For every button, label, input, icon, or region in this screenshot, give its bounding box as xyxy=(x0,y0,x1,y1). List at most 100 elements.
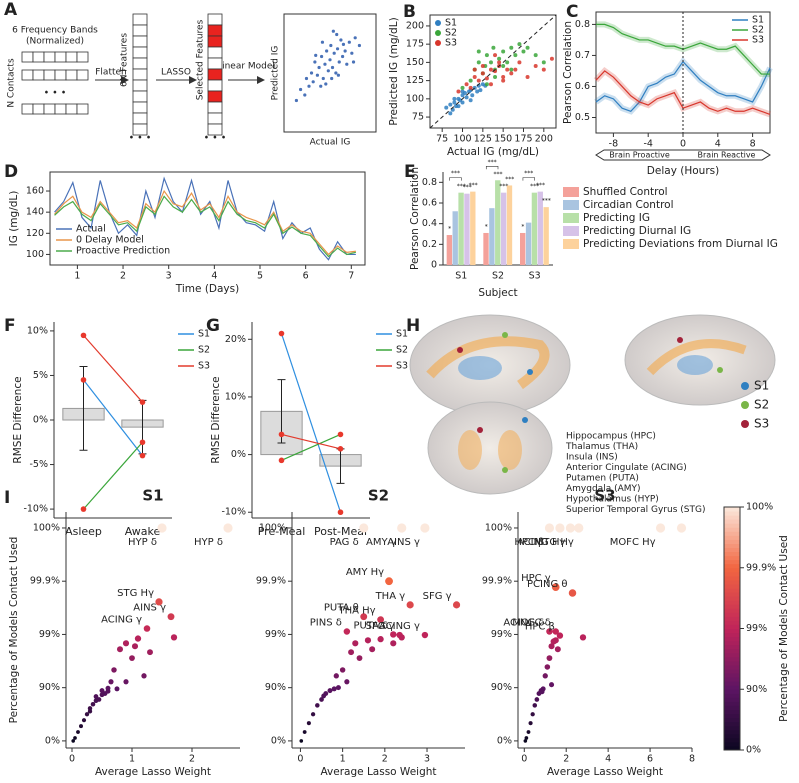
panel-a: A 6 Frequency Bands (Normalized) N Conta… xyxy=(4,0,377,148)
scatter-point xyxy=(464,95,469,100)
y-tick-label: 200 xyxy=(406,20,424,31)
contact-point xyxy=(90,701,96,707)
significance: *** xyxy=(536,182,545,189)
diagram-cell xyxy=(132,35,148,48)
colorbar-segment xyxy=(724,555,740,561)
colorbar-segment xyxy=(724,543,740,548)
point-label: SFG γ xyxy=(366,621,395,632)
scatter-point xyxy=(326,69,330,73)
contact-point xyxy=(99,692,105,698)
x-tick-label: -4 xyxy=(643,139,652,150)
point-label: HPC β xyxy=(525,622,555,633)
point-marker xyxy=(337,446,344,452)
point-marker xyxy=(278,330,285,337)
scatter-point xyxy=(330,65,335,70)
panel-letter: A xyxy=(4,0,18,20)
annotation: Brain Proactive xyxy=(609,151,670,160)
contact-point xyxy=(343,628,351,635)
scatter-point xyxy=(329,43,333,48)
diagram-cell xyxy=(76,103,89,115)
diagram-cell xyxy=(21,69,34,81)
diagram-cell xyxy=(207,112,223,125)
colorbar-segment xyxy=(724,729,740,735)
y-axis-label: IG (mg/dL) xyxy=(8,191,20,247)
point-marker xyxy=(80,506,87,512)
brain-contact xyxy=(717,367,723,373)
colorbar-segment xyxy=(724,697,740,702)
point-label: AMY γ xyxy=(366,537,397,548)
colorbar-segment xyxy=(724,689,740,694)
brain-contact xyxy=(477,427,483,433)
scatter-point xyxy=(478,88,483,93)
colorbar-segment xyxy=(724,664,740,670)
scatter-point xyxy=(472,67,477,72)
scatter-point xyxy=(472,74,477,79)
x-tick-label: -8 xyxy=(609,139,618,150)
scatter-point xyxy=(341,42,346,47)
scatter-point xyxy=(513,67,518,72)
ellipsis: • • • xyxy=(129,133,152,144)
comparison-bracket xyxy=(485,165,499,170)
bands-subtitle: (Normalized) xyxy=(26,37,84,47)
scatter-point xyxy=(541,60,546,65)
contact-point xyxy=(377,616,385,624)
point-label: MTG Hγ xyxy=(535,537,574,548)
colorbar-segment xyxy=(724,507,740,512)
colorbar-tick-label: 99.9% xyxy=(746,562,776,573)
diagram-cell xyxy=(207,13,223,26)
colorbar-segment xyxy=(724,677,740,682)
contact-point xyxy=(524,736,529,740)
colorbar-segment xyxy=(724,733,740,739)
colorbar-segment xyxy=(724,685,740,690)
contact-point xyxy=(549,682,555,688)
scatter-point xyxy=(304,76,309,81)
scatter-point xyxy=(501,74,506,79)
point-label: THA γ xyxy=(375,591,406,602)
legend-label: 0 Delay Model xyxy=(76,235,144,246)
contact-point xyxy=(544,523,555,533)
x-tick-label: S2 xyxy=(492,271,504,282)
legend-label: S1 xyxy=(445,18,457,29)
x-axis-label: Average Lasso Weight xyxy=(547,766,663,778)
bar xyxy=(452,211,458,265)
colorbar-segment xyxy=(724,725,740,731)
contact-point xyxy=(73,736,77,740)
y-tick-label: 140 xyxy=(26,207,44,218)
diagram-cell xyxy=(65,69,78,81)
contact-point xyxy=(335,685,341,691)
scatter-point xyxy=(517,60,522,65)
arrow-shape xyxy=(683,149,771,161)
contact-point xyxy=(377,636,384,643)
diagram-cell xyxy=(132,68,148,81)
colorbar-label: Percentage of Models Contact Used xyxy=(778,535,790,722)
contact-point xyxy=(369,646,376,653)
scatter-point xyxy=(353,36,357,40)
legend-label: S3 xyxy=(396,361,408,372)
scatter-point xyxy=(541,67,546,72)
diagram-cell xyxy=(207,101,223,114)
colorbar-segment xyxy=(724,563,740,569)
contact-point xyxy=(532,703,538,708)
legend-swatch xyxy=(563,200,579,210)
contact-point xyxy=(452,601,461,609)
contact-point xyxy=(555,523,565,533)
contact-point xyxy=(546,655,553,661)
contact-point xyxy=(71,739,75,743)
y-tick-label: 99% xyxy=(265,629,286,640)
contact-point xyxy=(348,649,355,656)
point-marker xyxy=(139,399,146,405)
scatter-point xyxy=(501,64,506,69)
legend-label: S1 xyxy=(754,379,769,393)
region-label: Putamen (PUTA) xyxy=(566,474,639,484)
point-label: PCING θ xyxy=(527,579,568,590)
panel-letter: E xyxy=(404,162,416,182)
x-tick-label: 6 xyxy=(303,271,309,282)
significance: *** xyxy=(499,183,508,190)
y-axis-label: Percentage of Models Contact Used xyxy=(8,537,20,724)
contact-point xyxy=(344,679,350,685)
scatter-point xyxy=(452,96,457,101)
contact-point xyxy=(548,643,555,650)
colorbar-segment xyxy=(724,547,740,553)
x-tick-label: Post-Meal xyxy=(314,525,367,538)
